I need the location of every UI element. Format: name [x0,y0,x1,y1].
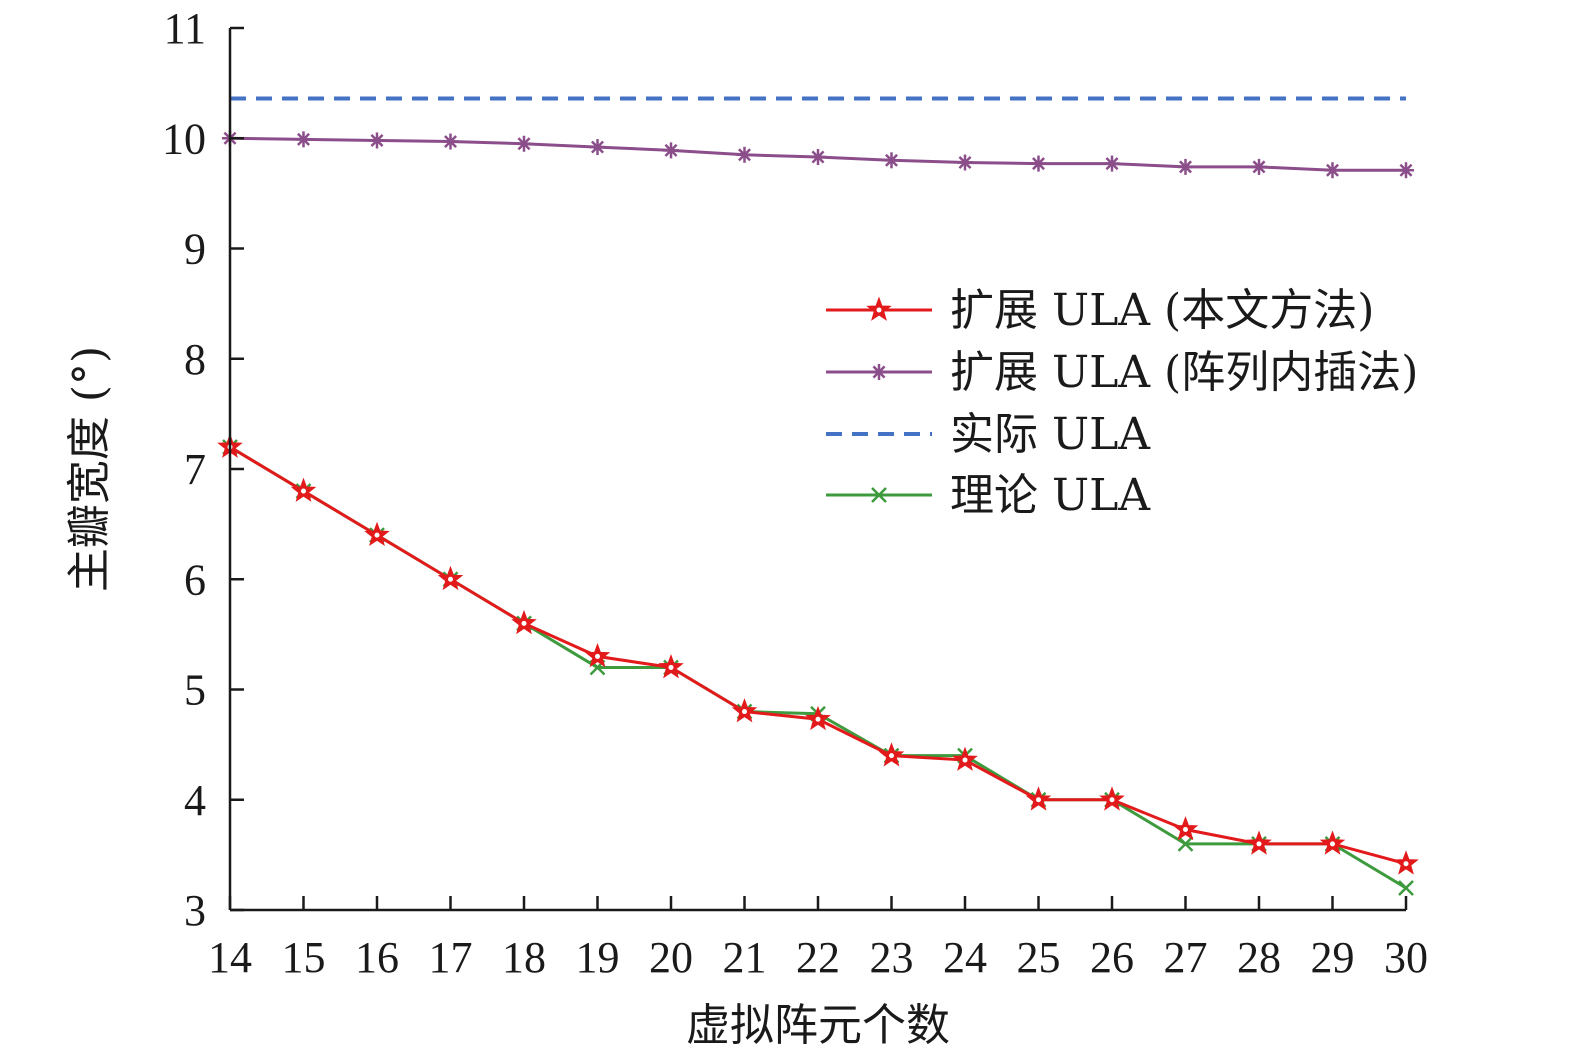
data-point [589,139,606,156]
data-point [663,142,679,159]
data-point [878,742,905,767]
x-tick-label: 26 [1090,933,1134,982]
x-tick-label: 21 [723,933,767,982]
x-tick-label: 19 [576,933,620,982]
x-tick-label: 29 [1311,933,1355,982]
y-axis-title: 主瓣宽度 (°) [64,346,115,592]
data-point [883,152,900,169]
data-point [1319,830,1346,855]
legend-label: 扩展 ULA (本文方法) [950,285,1374,336]
data-point [516,135,532,152]
x-tick-label: 17 [429,933,473,982]
data-point [437,565,464,591]
series-3 [222,439,1414,896]
x-tick-label: 28 [1237,933,1281,982]
legend-marker [871,487,887,503]
legend-item: 扩展 ULA (阵列内插法) [826,347,1418,398]
data-point [1251,158,1267,175]
data-point [295,131,312,148]
data-point [1177,158,1194,175]
y-tick-label: 3 [184,886,206,935]
data-point [1398,162,1414,179]
data-point [810,148,826,165]
data-point [290,477,317,502]
y-tick-label: 5 [184,666,206,715]
x-axis-title: 虚拟阵元个数 [686,1000,950,1051]
legend-marker [871,364,887,380]
x-tick-label: 24 [943,933,987,982]
legend-marker [866,296,892,321]
data-point [731,698,758,723]
data-point [1324,162,1341,179]
axes: 3 4 5 6 7 8 9 10 11 14 15 16 17 18 19 20 21 22 23 24 25 26 27 2… [162,4,1428,982]
series-layer [217,96,1419,896]
data-point [1025,786,1052,811]
data-point [957,154,973,171]
legend-label: 理论 ULA [950,470,1151,521]
series-line [229,445,1407,866]
data-point [369,132,385,149]
x-tick-label: 20 [649,933,693,982]
x-tick-label: 25 [1017,933,1061,982]
legend-label: 实际 ULA [950,409,1151,460]
data-point [364,521,390,547]
series-line [229,445,1407,890]
data-point [584,642,611,668]
x-tick-label: 16 [355,933,399,982]
data-point [1104,155,1120,172]
x-tick-label: 15 [282,933,326,982]
x-tick-label: 18 [502,933,546,982]
data-point [1246,830,1272,855]
y-tick-label: 10 [162,114,206,163]
legend: 扩展 ULA (本文方法) 扩展 ULA (阵列内插法) 实际 ULA 理论 ULA [826,285,1418,521]
series-1 [222,130,1414,179]
series-0 [217,433,1419,875]
data-point [1030,155,1047,172]
legend-label: 扩展 ULA (阵列内插法) [950,347,1418,398]
data-point [805,705,831,731]
legend-item: 实际 ULA [826,409,1151,460]
data-point [1172,816,1199,841]
x-tick-label: 23 [870,933,914,982]
y-tick-label: 6 [184,555,206,604]
x-tick-label: 30 [1384,933,1428,982]
y-tick-label: 4 [184,776,206,825]
x-tick-label: 22 [796,933,840,982]
y-tick-label: 11 [164,4,206,53]
data-point [1398,880,1414,896]
data-point [736,146,753,163]
data-point [442,133,459,150]
x-tick-label: 14 [208,933,252,982]
legend-item: 理论 ULA [826,470,1151,521]
y-tick-label: 8 [184,335,206,384]
data-point [1177,835,1194,852]
data-point [658,654,684,679]
data-point [1099,786,1125,811]
x-tick-label: 27 [1164,933,1208,982]
data-point [511,609,537,635]
data-point [952,746,978,771]
legend-item: 扩展 ULA (本文方法) [826,285,1374,336]
y-tick-label: 9 [184,225,206,274]
y-tick-label: 7 [184,445,206,494]
data-point [1393,850,1419,875]
